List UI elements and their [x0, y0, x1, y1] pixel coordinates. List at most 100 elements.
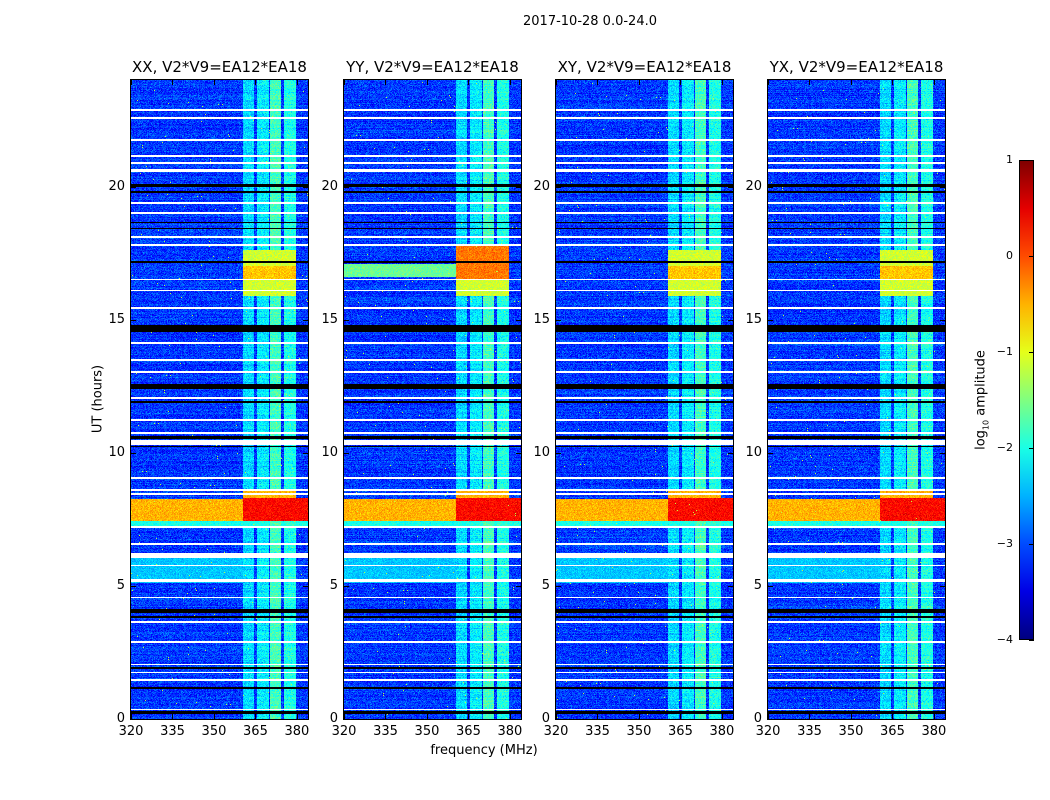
x-tick-mark	[721, 714, 723, 719]
y-tick-label: 15	[533, 311, 550, 327]
y-tick-mark-right	[303, 719, 308, 720]
y-tick-label: 5	[753, 577, 762, 593]
x-tick-mark	[213, 714, 215, 719]
x-tick-mark-top	[680, 80, 682, 85]
y-tick-label: 10	[745, 444, 762, 460]
y-tick-mark-right	[516, 319, 521, 321]
x-tick-mark	[172, 714, 174, 719]
y-tick-mark	[556, 719, 561, 720]
x-tick-mark-top	[468, 80, 470, 85]
colorbar-tick-mark	[1029, 640, 1034, 641]
x-tick-label: 320	[543, 724, 569, 739]
x-tick-mark-top	[556, 80, 557, 85]
x-tick-mark	[468, 714, 470, 719]
x-tick-mark	[131, 714, 132, 719]
heatmap-xx	[131, 80, 308, 719]
y-tick-mark-right	[303, 319, 308, 321]
x-tick-mark-top	[597, 80, 599, 85]
x-tick-label: 380	[284, 724, 310, 739]
y-tick-mark	[768, 186, 773, 188]
y-tick-mark-right	[516, 452, 521, 454]
x-tick-label: 335	[160, 724, 185, 739]
colorbar	[1019, 160, 1034, 640]
spectrogram-panel-xx	[130, 79, 309, 720]
x-tick-label: 365	[456, 724, 481, 739]
x-tick-mark	[850, 714, 852, 719]
y-tick-mark-right	[303, 452, 308, 454]
y-tick-mark-right	[940, 452, 945, 454]
y-tick-label: 20	[745, 178, 762, 194]
x-tick-label: 320	[331, 724, 357, 739]
colorbar-tick-label: −1	[996, 345, 1013, 358]
x-tick-mark	[509, 714, 511, 719]
x-tick-mark-top	[255, 80, 257, 85]
y-tick-mark-right	[940, 186, 945, 188]
x-tick-mark	[344, 714, 345, 719]
x-tick-label: 335	[373, 724, 398, 739]
x-tick-label: 335	[585, 724, 610, 739]
x-tick-label: 380	[497, 724, 523, 739]
y-tick-label: 0	[116, 711, 125, 726]
colorbar-tick-mark	[1029, 544, 1034, 545]
y-tick-mark-right	[728, 186, 733, 188]
y-tick-mark	[344, 452, 349, 454]
y-tick-mark-right	[516, 585, 521, 587]
x-tick-label: 350	[838, 724, 864, 739]
y-tick-label: 0	[753, 711, 762, 726]
x-tick-label: 380	[709, 724, 735, 739]
x-tick-mark	[768, 714, 769, 719]
y-tick-mark	[556, 452, 561, 454]
y-tick-mark-right	[940, 719, 945, 720]
figure-title: 2017-10-28 0.0-24.0	[523, 14, 657, 29]
colorbar-tick-label: −3	[996, 537, 1013, 550]
x-tick-mark	[809, 714, 811, 719]
colorbar-tick-mark	[1029, 256, 1034, 257]
x-tick-label: 365	[243, 724, 268, 739]
spectrogram-panel-yx	[767, 79, 946, 720]
x-tick-label: 335	[797, 724, 822, 739]
y-tick-label: 5	[329, 577, 338, 593]
x-tick-mark	[892, 714, 894, 719]
x-tick-mark-top	[768, 80, 769, 85]
colorbar-tick-label: −4	[996, 633, 1013, 646]
x-tick-mark-top	[638, 80, 640, 85]
colorbar-tick-mark	[1029, 352, 1034, 353]
y-tick-mark-right	[940, 585, 945, 587]
y-tick-mark	[131, 319, 136, 321]
x-tick-label: 380	[921, 724, 947, 739]
colorbar-label-rest: amplitude	[973, 350, 989, 420]
heatmap-yy	[344, 80, 521, 719]
colorbar-tick-label: 1	[1006, 153, 1013, 166]
y-tick-mark	[768, 585, 773, 587]
x-tick-label: 350	[201, 724, 227, 739]
x-tick-label: 350	[414, 724, 440, 739]
y-tick-label: 20	[108, 178, 125, 194]
x-tick-mark-top	[809, 80, 811, 85]
y-tick-mark-right	[728, 585, 733, 587]
y-tick-label: 5	[541, 577, 550, 593]
y-tick-mark	[131, 719, 136, 720]
x-tick-label: 320	[118, 724, 144, 739]
x-tick-mark	[556, 714, 557, 719]
panel-title: XX, V2*V9=EA12*EA18	[132, 58, 307, 76]
x-tick-mark	[385, 714, 387, 719]
colorbar-label: log10 amplitude	[974, 350, 991, 450]
y-tick-mark-right	[940, 319, 945, 321]
y-tick-mark-right	[303, 585, 308, 587]
y-axis-label: UT (hours)	[90, 364, 106, 434]
y-tick-mark-right	[728, 452, 733, 454]
x-tick-mark-top	[426, 80, 428, 85]
y-tick-mark	[344, 585, 349, 587]
x-tick-mark-top	[213, 80, 215, 85]
y-tick-mark	[768, 452, 773, 454]
y-tick-mark	[768, 319, 773, 321]
x-tick-label: 350	[626, 724, 652, 739]
y-tick-mark-right	[728, 719, 733, 720]
y-tick-mark-right	[516, 186, 521, 188]
x-tick-mark-top	[344, 80, 345, 85]
y-tick-mark	[344, 186, 349, 188]
x-tick-mark	[296, 714, 298, 719]
panel-title: XY, V2*V9=EA12*EA18	[557, 58, 732, 76]
x-tick-mark-top	[509, 80, 511, 85]
